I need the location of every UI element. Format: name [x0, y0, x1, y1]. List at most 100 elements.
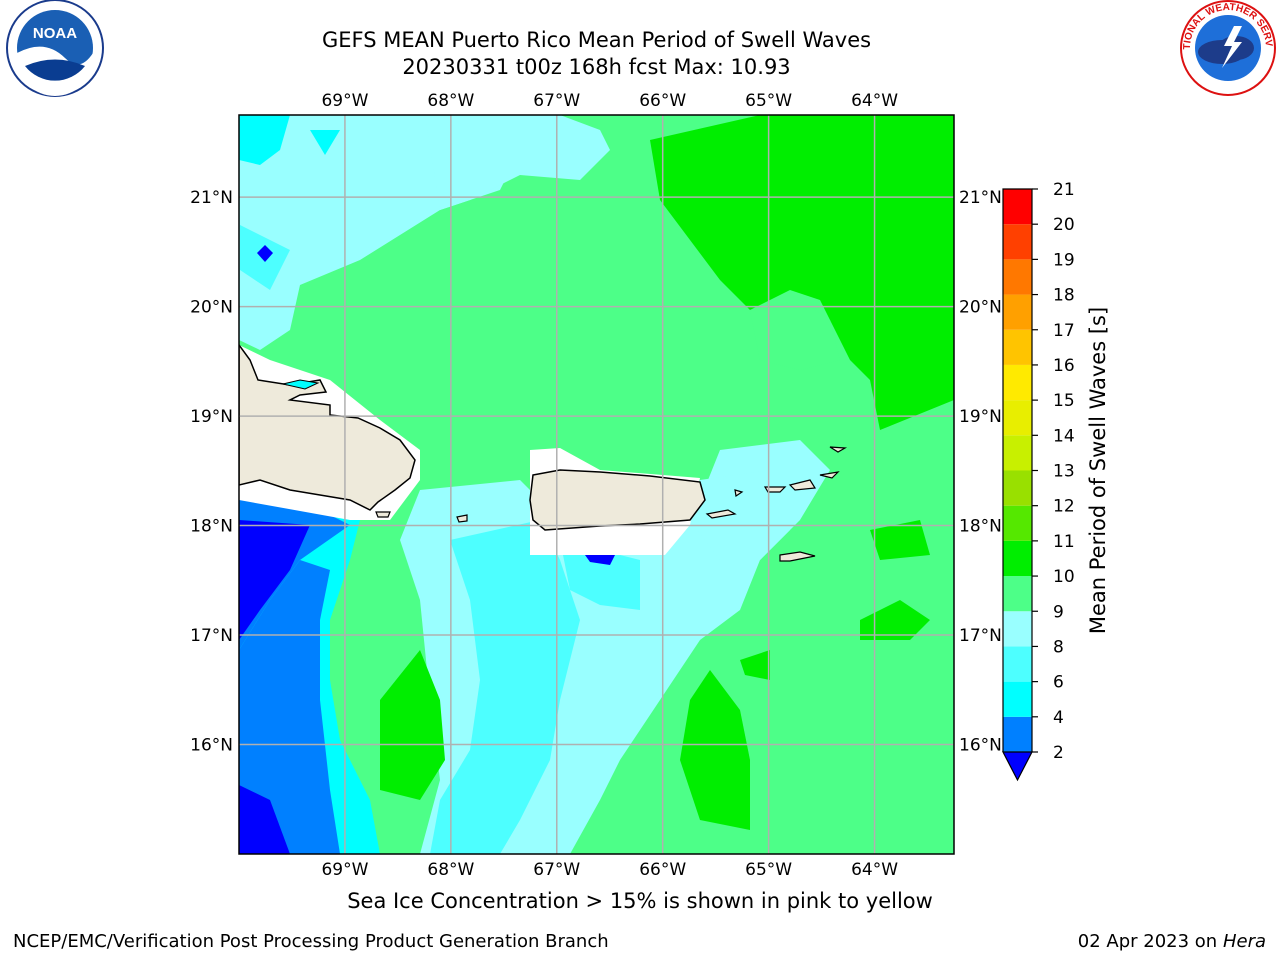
- lon-tick-label-bottom: 69°W: [321, 860, 368, 880]
- field-2-4s-b: [239, 560, 340, 854]
- lat-tick-label-left: 18°N: [190, 517, 233, 537]
- colorbar-segment: [1003, 505, 1032, 541]
- field-10-11s-sw: [380, 650, 445, 800]
- colorbar-tick-label: 20: [1053, 215, 1075, 235]
- lat-tick-label-right: 21°N: [959, 188, 1002, 208]
- colorbar-segment: [1003, 189, 1032, 225]
- land-vieques: [705, 509, 737, 519]
- colorbar: 2 4 6 8 9 10 11 12 13 14 15 16 17 18 19 20 21 Mean Period…: [1002, 180, 1110, 782]
- colorbar-tick-label: 15: [1053, 391, 1075, 411]
- lat-tick-label-right: 20°N: [959, 298, 1002, 318]
- footer-date: 02 Apr 2023 on Hera: [1078, 931, 1266, 952]
- colorbar-tick-label: 12: [1053, 497, 1075, 517]
- colorbar-tick-label: 16: [1053, 356, 1075, 376]
- field-8-9s-north-b: [425, 115, 610, 210]
- field-10-11s-s: [680, 670, 750, 830]
- bay-hispaniola: [282, 379, 320, 390]
- field-below-2s-pr: [585, 555, 615, 565]
- colorbar-segment: [1003, 540, 1032, 577]
- land-saona: [375, 511, 391, 518]
- colorbar-segment: [1003, 611, 1032, 647]
- lat-tick-label-left: 19°N: [190, 407, 233, 427]
- lon-tick-label-top: 68°W: [427, 91, 474, 111]
- lon-tick-label-top: 69°W: [321, 91, 368, 111]
- chart-title-line1: GEFS MEAN Puerto Rico Mean Period of Swe…: [321, 28, 872, 52]
- colorbar-extend-min: [1002, 751, 1033, 782]
- colorbar-segment: [1003, 224, 1032, 260]
- lat-tick-label-right: 18°N: [959, 517, 1002, 537]
- colorbar-segment: [1003, 716, 1032, 752]
- colorbar-tick-label: 11: [1053, 532, 1075, 552]
- lon-tick-label-top: 67°W: [533, 91, 580, 111]
- colorbar-tick-label: 8: [1053, 637, 1064, 657]
- field-6-8s-nw: [239, 115, 290, 165]
- lat-tick-label-left: 17°N: [190, 626, 233, 646]
- chart-title-line2: 20230331 t00z 168h fcst Max: 10.93: [402, 55, 791, 79]
- colorbar-tick-label: 2: [1053, 743, 1064, 763]
- map-plot-area: 69°W 69°W 68°W 68°W 67°W 67°W 66°W 66°W 65°W 65°W…: [190, 91, 1002, 880]
- field-9-10s-hole: [750, 300, 840, 370]
- land-st-john: [788, 479, 817, 491]
- land-hispaniola: [239, 343, 416, 511]
- map-grid: [239, 115, 954, 854]
- lat-tick-label-left: 21°N: [190, 188, 233, 208]
- lon-tick-label-bottom: 64°W: [851, 860, 898, 880]
- colorbar-segment: [1003, 259, 1032, 295]
- colorbar-tick-label: 10: [1053, 567, 1075, 587]
- colorbar-segment: [1003, 400, 1032, 436]
- land-mona: [456, 514, 468, 523]
- map-frame: [238, 114, 955, 855]
- colorbar-segment: [1003, 470, 1032, 506]
- footer-date-text: 02 Apr 2023 on: [1077, 931, 1223, 952]
- colorbar-segment: [1003, 646, 1032, 682]
- lon-tick-label-bottom: 65°W: [745, 860, 792, 880]
- land-puerto-rico: [529, 469, 706, 531]
- field-6-8s-nw2: [310, 130, 340, 155]
- sea-ice-caption: Sea Ice Concentration > 15% is shown in …: [347, 889, 933, 913]
- land-st-croix: [779, 551, 816, 562]
- colorbar-tick-label: 9: [1053, 602, 1064, 622]
- field-6-8s-south: [430, 520, 580, 854]
- lat-tick-label-right: 19°N: [959, 407, 1002, 427]
- lat-tick-label-right: 16°N: [959, 736, 1002, 756]
- field-10-11s-e2: [860, 600, 930, 640]
- field-below-2s-west: [239, 520, 310, 640]
- field-6-8s-pr: [560, 540, 640, 610]
- lon-tick-label-bottom: 66°W: [639, 860, 686, 880]
- colorbar-segment: [1003, 294, 1032, 330]
- field-10-11s-ne: [650, 115, 954, 430]
- field-nw-spot: [257, 245, 273, 262]
- colorbar-tick-label: 13: [1053, 462, 1075, 482]
- lat-tick-label-left: 16°N: [190, 736, 233, 756]
- footer-machine: Hera: [1222, 931, 1266, 952]
- lon-tick-label-top: 64°W: [851, 91, 898, 111]
- colorbar-label: Mean Period of Swell Waves [s]: [1086, 307, 1110, 634]
- footer-branch: NCEP/EMC/Verification Post Processing Pr…: [13, 931, 609, 952]
- field-below-2s-sw: [239, 785, 290, 854]
- colorbar-segment: [1003, 576, 1032, 612]
- field-10-11s-ne2: [760, 115, 954, 180]
- colorbar-segment: [1003, 364, 1032, 401]
- lon-tick-label-bottom: 68°W: [427, 860, 474, 880]
- noaa-logo-text: NOAA: [33, 25, 77, 42]
- colorbar-segment: [1003, 329, 1032, 365]
- colorbar-segment: [1003, 435, 1032, 471]
- land-tortola: [819, 471, 840, 479]
- lon-tick-label-top: 65°W: [745, 91, 792, 111]
- colorbar-tick-label: 14: [1053, 426, 1075, 446]
- colorbar-tick-label: 4: [1053, 708, 1064, 728]
- colorbar-tick-label: 19: [1053, 250, 1075, 270]
- field-8-9s-east: [690, 470, 790, 560]
- noaa-logo: NOAA: [6, 0, 104, 97]
- nws-logo: NATIONAL WEATHER SERVICE: [1180, 0, 1276, 96]
- field-10-11s-e3: [740, 650, 770, 680]
- lat-tick-label-right: 17°N: [959, 626, 1002, 646]
- lat-tick-label-left: 20°N: [190, 298, 233, 318]
- colorbar-segment: [1003, 681, 1032, 717]
- colorbar-tick-label: 6: [1053, 673, 1064, 693]
- land-anegada: [829, 446, 848, 453]
- colorbar-tick-label: 18: [1053, 286, 1075, 306]
- lon-tick-label-bottom: 67°W: [533, 860, 580, 880]
- colorbar-tick-label: 17: [1053, 321, 1075, 341]
